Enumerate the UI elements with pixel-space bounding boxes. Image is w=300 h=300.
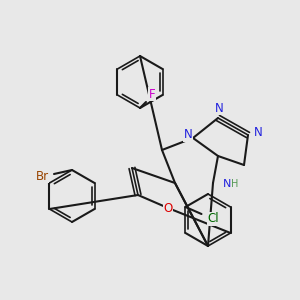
Text: Cl: Cl bbox=[208, 212, 219, 226]
Text: N: N bbox=[184, 128, 192, 142]
Text: N: N bbox=[214, 101, 224, 115]
Text: O: O bbox=[164, 202, 172, 214]
Text: H: H bbox=[231, 179, 239, 189]
Text: N: N bbox=[223, 179, 231, 189]
Text: F: F bbox=[149, 88, 155, 100]
Text: N: N bbox=[184, 128, 192, 142]
Text: N: N bbox=[254, 127, 262, 140]
Text: Br: Br bbox=[35, 169, 49, 182]
Text: N: N bbox=[223, 179, 231, 189]
